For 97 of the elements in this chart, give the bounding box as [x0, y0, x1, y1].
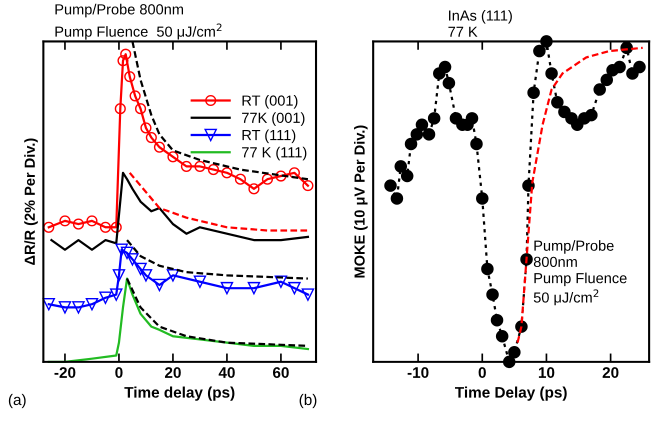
point — [416, 118, 428, 131]
legend-label: RT (001) — [242, 95, 298, 109]
point — [130, 90, 141, 102]
point — [117, 55, 129, 66]
point — [585, 108, 598, 122]
point — [114, 103, 126, 114]
point — [274, 276, 288, 288]
point — [42, 298, 56, 310]
point — [508, 346, 521, 359]
point — [140, 122, 152, 134]
x-tick-label: 40 — [218, 367, 235, 378]
x-axis-title: Time delay (ps) — [124, 386, 234, 401]
point — [545, 67, 558, 80]
legend-label: RT (111) — [242, 130, 296, 144]
point — [422, 128, 436, 141]
point — [167, 151, 178, 162]
legend-label: 77 K (111) — [242, 146, 306, 160]
point — [288, 282, 301, 294]
point — [99, 292, 112, 304]
point — [248, 282, 260, 294]
point — [600, 74, 614, 86]
point — [593, 83, 606, 96]
point — [486, 288, 499, 301]
point — [72, 218, 84, 230]
point — [112, 269, 126, 282]
point — [481, 262, 494, 276]
x-tick-label: -10 — [408, 367, 429, 378]
point — [208, 164, 219, 176]
x-tick-label: 20 — [602, 367, 618, 378]
point — [180, 160, 192, 172]
point — [551, 96, 564, 109]
point — [153, 278, 166, 292]
point — [115, 243, 128, 256]
point — [134, 103, 146, 114]
point — [633, 60, 646, 74]
text: InAs (111) 77 K — [448, 10, 512, 37]
point — [221, 167, 232, 178]
point — [120, 48, 132, 60]
text: Pump Fluence 50 μJ/cm$^{2}$ — [55, 23, 222, 40]
point — [166, 269, 180, 282]
point — [533, 44, 546, 58]
point — [262, 174, 273, 185]
point — [275, 170, 286, 182]
point — [43, 222, 54, 233]
point — [120, 246, 134, 260]
point — [613, 60, 626, 74]
point — [394, 160, 408, 173]
text: (a) — [8, 394, 26, 408]
point — [438, 60, 452, 74]
point — [302, 180, 314, 192]
point — [302, 288, 314, 301]
point — [428, 112, 440, 125]
point — [86, 298, 98, 310]
point — [124, 71, 136, 82]
point — [100, 222, 112, 233]
point — [234, 174, 246, 185]
point — [220, 282, 234, 294]
point — [154, 142, 165, 153]
point — [496, 330, 508, 342]
y-axis-title: ΔR/R (2% Per Div.) — [24, 138, 38, 265]
point — [86, 215, 98, 226]
point — [59, 215, 71, 226]
point — [400, 170, 414, 182]
x-tick-label: 10 — [538, 367, 554, 378]
legend-label: 77K (001) — [242, 112, 304, 126]
point — [58, 301, 72, 314]
point — [248, 183, 260, 194]
point — [140, 269, 152, 282]
text: Pump/Probe 800nm — [55, 4, 184, 18]
point — [410, 128, 424, 141]
x-tick-label: 20 — [164, 367, 181, 378]
point — [194, 276, 206, 288]
point — [404, 138, 418, 150]
x-tick-label: 0 — [478, 367, 486, 378]
y-axis-title: MOKE (10 μV Per Div.) — [354, 126, 368, 278]
point — [288, 167, 300, 178]
point — [146, 132, 157, 144]
point — [466, 112, 478, 125]
point — [384, 179, 397, 192]
x-tick-label: 0 — [115, 367, 123, 378]
x-tick-label: -20 — [54, 367, 76, 378]
point — [126, 253, 139, 266]
x-tick-label: 60 — [272, 367, 289, 378]
text: (b) — [300, 394, 316, 408]
point — [194, 160, 206, 172]
point — [476, 192, 489, 205]
point — [390, 192, 404, 205]
annotation: Pump/Probe 800nm Pump Fluence 50 μJ/cm$^{2}$ — [534, 240, 627, 306]
point — [527, 86, 540, 99]
point — [110, 222, 122, 233]
x-axis-title: Time Delay (ps) — [454, 386, 567, 401]
point — [110, 288, 122, 301]
point — [490, 314, 504, 326]
point — [72, 301, 85, 314]
point — [134, 262, 147, 276]
point — [442, 76, 456, 90]
point — [470, 138, 483, 150]
